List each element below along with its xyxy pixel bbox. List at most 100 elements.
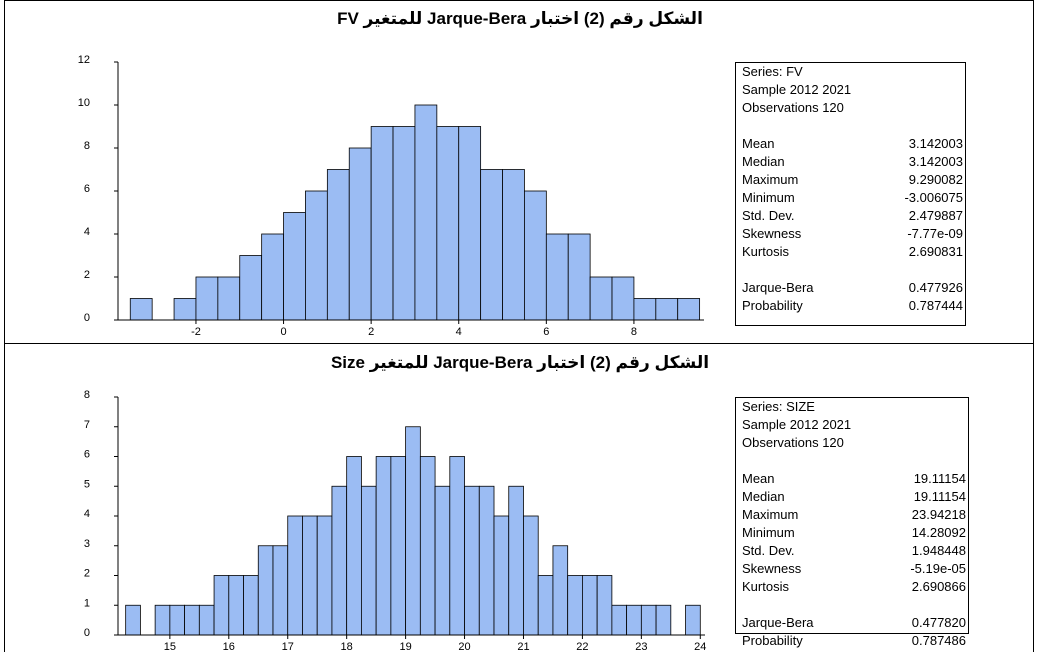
x-tick-label: 15 [164,641,176,652]
stats-header: Observations 120 [742,100,844,115]
bar [545,233,569,321]
stat-value: 9.290082 [909,172,963,187]
bar [640,604,657,636]
stat-value: 23.94218 [912,507,966,522]
stat-value: 19.11154 [914,489,966,504]
bar [243,575,259,636]
y-tick-label: 6 [84,449,90,461]
bar [596,575,613,636]
bar [326,169,350,321]
y-tick-label: 6 [84,183,90,195]
stat-value: 0.787486 [912,633,966,648]
stat-label: Jarque-Bera [742,280,814,295]
x-tick-label: 17 [282,641,294,652]
y-tick-label: 12 [78,54,90,66]
stat-value: 3.142003 [909,154,963,169]
stat-label: Jarque-Bera [742,615,814,630]
bar [567,575,583,636]
bar [272,545,289,636]
stat-label: Std. Dev. [742,208,795,223]
x-tick-label: 21 [517,641,529,652]
stat-value: 14.28092 [912,525,966,540]
bar [331,485,348,636]
bar [184,604,200,636]
stat-label: Median [742,154,785,169]
stat-label: Probability [742,298,803,313]
bar [677,298,701,321]
bar [361,485,377,636]
bar [611,604,628,636]
bar [169,604,185,636]
bar [508,485,524,636]
bar [436,126,460,321]
bar [582,575,598,636]
bar [589,276,613,321]
bar [305,190,328,321]
y-tick-label: 1 [84,597,90,609]
stats-box [735,62,966,326]
y-tick-label: 8 [84,140,90,152]
x-tick-label: 18 [341,641,353,652]
stat-label: Minimum [742,190,795,205]
x-tick-label: 19 [399,641,411,652]
bar [458,126,482,321]
y-tick-label: 10 [78,97,90,109]
bar [348,147,372,321]
y-tick-label: 8 [84,389,90,401]
stat-label: Std. Dev. [742,543,795,558]
bar [261,233,284,321]
stat-value: 1.948448 [912,543,966,558]
bar [655,604,672,636]
bar [346,456,362,636]
frame [4,0,1034,652]
bar [198,604,215,636]
bar [316,515,333,636]
x-tick-label: 4 [456,326,462,338]
bar [478,485,495,636]
bar [239,255,263,321]
bar [502,169,525,321]
bar [611,276,635,321]
x-tick-label: 0 [280,326,286,338]
stat-value: 0.477820 [912,615,966,630]
stat-value: 2.479887 [909,208,963,223]
chart-title: الشكل رقم (2) اختبار Jarque-Bera للمتغير… [330,353,710,372]
y-tick-label: 3 [84,538,90,550]
bar [125,604,141,636]
stats-header: Series: SIZE [742,399,815,414]
bar [129,298,153,321]
bar [537,575,554,636]
stat-value: -7.77e-09 [907,226,963,241]
stats-header: Sample 2012 2021 [742,82,851,97]
bar [685,604,701,636]
stat-value: 2.690866 [912,579,966,594]
bar [195,276,219,321]
bar [434,485,451,636]
x-tick-label: 6 [543,326,549,338]
stat-value: -5.19e-05 [910,561,966,576]
x-tick-label: 24 [694,641,706,652]
bar [213,575,230,636]
stat-label: Maximum [742,507,798,522]
stat-label: Minimum [742,525,795,540]
x-tick-label: -2 [191,326,201,338]
x-tick-label: 22 [576,641,588,652]
bar [449,456,465,636]
bar [567,233,591,321]
bar [283,212,306,321]
bar [217,276,241,321]
x-tick-label: 16 [223,641,235,652]
stat-value: 3.142003 [909,136,963,151]
stat-label: Mean [742,471,775,486]
stat-value: -3.006075 [904,190,963,205]
stats-box [735,397,969,634]
stat-label: Kurtosis [742,244,789,259]
bar [480,169,503,321]
bar [154,604,171,636]
bar [523,515,539,636]
stat-label: Skewness [742,561,802,576]
bar [493,515,510,636]
bar [464,485,480,636]
